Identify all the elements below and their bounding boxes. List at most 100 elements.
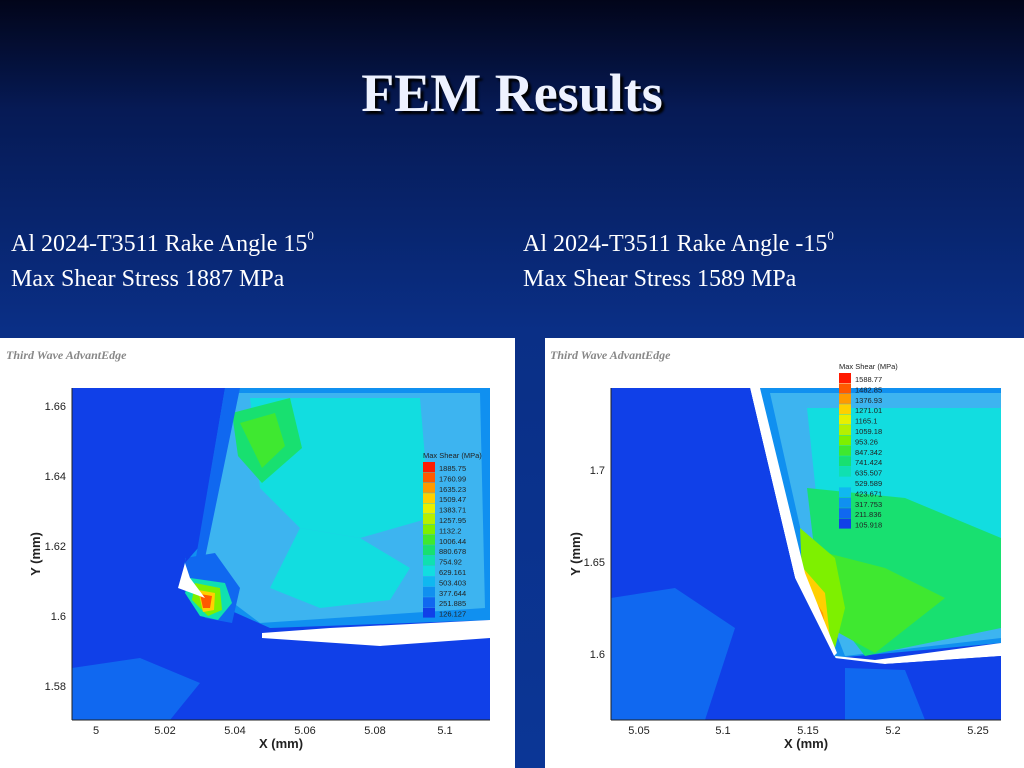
left_plot-legend-value: 1509.47 bbox=[439, 495, 466, 504]
left_plot-legend-value: 126.127 bbox=[439, 610, 466, 619]
right-legend-title: Max Shear (MPa) bbox=[839, 362, 898, 371]
left-xlabel: X (mm) bbox=[259, 736, 303, 751]
left-xtick-2: 5.04 bbox=[224, 725, 245, 737]
right-xlabel: X (mm) bbox=[784, 736, 828, 751]
left_plot-legend-value: 377.644 bbox=[439, 589, 466, 598]
right-ytick-0: 1.7 bbox=[590, 465, 605, 477]
right-x-ticks: 5.05 5.1 5.15 5.2 5.25 bbox=[628, 725, 988, 737]
right-caption-line2: Max Shear Stress 1589 MPa bbox=[523, 266, 797, 292]
right-ytick-1: 1.65 bbox=[584, 557, 605, 569]
right_plot-legend-swatch bbox=[839, 466, 851, 477]
left-ytick-1: 1.64 bbox=[45, 471, 66, 483]
right_plot-legend-value: 741.424 bbox=[855, 458, 882, 467]
left_plot-legend-value: 629.161 bbox=[439, 568, 466, 577]
right_plot-legend-swatch bbox=[839, 383, 851, 394]
right-axes: 5.05 5.1 5.15 5.2 5.25 1.7 1.65 1.6 X (m… bbox=[568, 388, 1001, 751]
left_plot-legend-value: 503.403 bbox=[439, 578, 466, 587]
left-xtick-5: 5.1 bbox=[437, 725, 452, 737]
right_plot-legend-swatch bbox=[839, 404, 851, 415]
right_plot-legend-swatch bbox=[839, 445, 851, 456]
left-ytick-3: 1.6 bbox=[51, 611, 66, 623]
right_plot-legend-value: 1482.85 bbox=[855, 385, 882, 394]
left_plot-legend-value: 1257.95 bbox=[439, 516, 466, 525]
left-x-ticks: 5 5.02 5.04 5.06 5.08 5.1 bbox=[93, 725, 453, 737]
right-xtick-1: 5.1 bbox=[715, 725, 730, 737]
right_plot-legend-swatch bbox=[839, 393, 851, 404]
left-ylabel: Y (mm) bbox=[28, 532, 43, 576]
right-xtick-3: 5.2 bbox=[885, 725, 900, 737]
right-caption-line1: Al 2024-T3511 Rake Angle -150 bbox=[523, 228, 834, 257]
right_plot-legend-swatch bbox=[839, 497, 851, 508]
right_plot-legend-value: 635.507 bbox=[855, 469, 882, 478]
right-ytick-2: 1.6 bbox=[590, 649, 605, 661]
left_plot-legend-swatch bbox=[423, 503, 435, 514]
right_plot-legend-swatch bbox=[839, 373, 851, 383]
right_plot-legend-value: 1271.01 bbox=[855, 406, 882, 415]
right_plot-legend-swatch bbox=[839, 425, 851, 435]
left-caption: Al 2024-T3511 Rake Angle 150 Max Shear S… bbox=[11, 220, 314, 297]
left_plot-legend-value: 880.678 bbox=[439, 547, 466, 556]
right_plot-legend-value: 211.836 bbox=[855, 510, 882, 519]
right-caption: Al 2024-T3511 Rake Angle -150 Max Shear … bbox=[523, 220, 834, 297]
left_plot-legend-value: 251.885 bbox=[439, 599, 466, 608]
right_plot-legend-value: 105.918 bbox=[855, 521, 882, 530]
left-caption-line1: Al 2024-T3511 Rake Angle 150 bbox=[11, 228, 314, 257]
left_plot-legend-value: 1383.71 bbox=[439, 506, 466, 515]
right_plot-legend-swatch bbox=[839, 508, 851, 519]
right_plot-legend-value: 953.26 bbox=[855, 437, 878, 446]
left-software-label: Third Wave AdvantEdge bbox=[6, 348, 127, 362]
right_plot-legend-swatch bbox=[839, 477, 851, 487]
left-axes: 5 5.02 5.04 5.06 5.08 5.1 1.66 1.64 1.62… bbox=[28, 388, 490, 751]
right_plot-legend-value: 529.589 bbox=[855, 479, 882, 488]
left-ytick-0: 1.66 bbox=[45, 401, 66, 413]
right-xtick-4: 5.25 bbox=[967, 725, 988, 737]
left_plot-legend-value: 1635.23 bbox=[439, 485, 466, 494]
right_plot-legend-value: 847.342 bbox=[855, 448, 882, 457]
left-y-ticks: 1.66 1.64 1.62 1.6 1.58 bbox=[45, 401, 66, 693]
right-software-label: Third Wave AdvantEdge bbox=[550, 348, 671, 362]
left-caption-line2: Max Shear Stress 1887 MPa bbox=[11, 266, 285, 292]
right-contour-field bbox=[611, 388, 1001, 720]
right_plot-legend-swatch bbox=[839, 518, 851, 529]
left_plot-legend-swatch bbox=[423, 534, 435, 545]
right_plot-legend-value: 1376.93 bbox=[855, 396, 882, 405]
slide-title: FEM Results bbox=[361, 63, 663, 123]
left-legend-title: Max Shear (MPa) bbox=[423, 451, 482, 460]
left_plot-legend-value: 1760.99 bbox=[439, 474, 466, 483]
left_plot-legend-swatch bbox=[423, 514, 435, 524]
left-ytick-4: 1.58 bbox=[45, 681, 66, 693]
left_plot-legend-swatch bbox=[423, 597, 435, 608]
left_plot-legend-swatch bbox=[423, 555, 435, 566]
left_plot-legend-swatch bbox=[423, 482, 435, 493]
left_plot-legend-swatch bbox=[423, 566, 435, 576]
right-y-ticks: 1.7 1.65 1.6 bbox=[584, 465, 605, 661]
left_plot-legend-value: 1132.2 bbox=[439, 526, 461, 535]
left_plot-legend-swatch bbox=[423, 524, 435, 535]
right_plot-legend-value: 423.671 bbox=[855, 489, 882, 498]
left_plot-legend-swatch bbox=[423, 586, 435, 597]
right_plot-legend-swatch bbox=[839, 456, 851, 467]
left_plot-legend-value: 754.92 bbox=[439, 558, 462, 567]
left_plot-legend-swatch bbox=[423, 576, 435, 587]
left-fem-plot: Third Wave AdvantEdge bbox=[0, 338, 515, 768]
right-xtick-0: 5.05 bbox=[628, 725, 649, 737]
left_plot-legend-swatch bbox=[423, 545, 435, 556]
right_plot-legend-value: 1165.1 bbox=[855, 417, 877, 426]
right_plot-legend-swatch bbox=[839, 414, 851, 425]
left_plot-legend-swatch bbox=[423, 462, 435, 472]
right_plot-legend-swatch bbox=[839, 435, 851, 446]
right_plot-legend-value: 317.753 bbox=[855, 500, 882, 509]
right_plot-legend-swatch bbox=[839, 487, 851, 498]
right-xtick-2: 5.15 bbox=[797, 725, 818, 737]
left_plot-legend-value: 1006.44 bbox=[439, 537, 466, 546]
right-ylabel: Y (mm) bbox=[568, 532, 583, 576]
right-fem-plot: Third Wave AdvantEdge bbox=[545, 338, 1024, 768]
left-xtick-4: 5.08 bbox=[364, 725, 385, 737]
left-xtick-3: 5.06 bbox=[294, 725, 315, 737]
left-ytick-2: 1.62 bbox=[45, 541, 66, 553]
left-fem-svg: Third Wave AdvantEdge bbox=[6, 348, 490, 751]
